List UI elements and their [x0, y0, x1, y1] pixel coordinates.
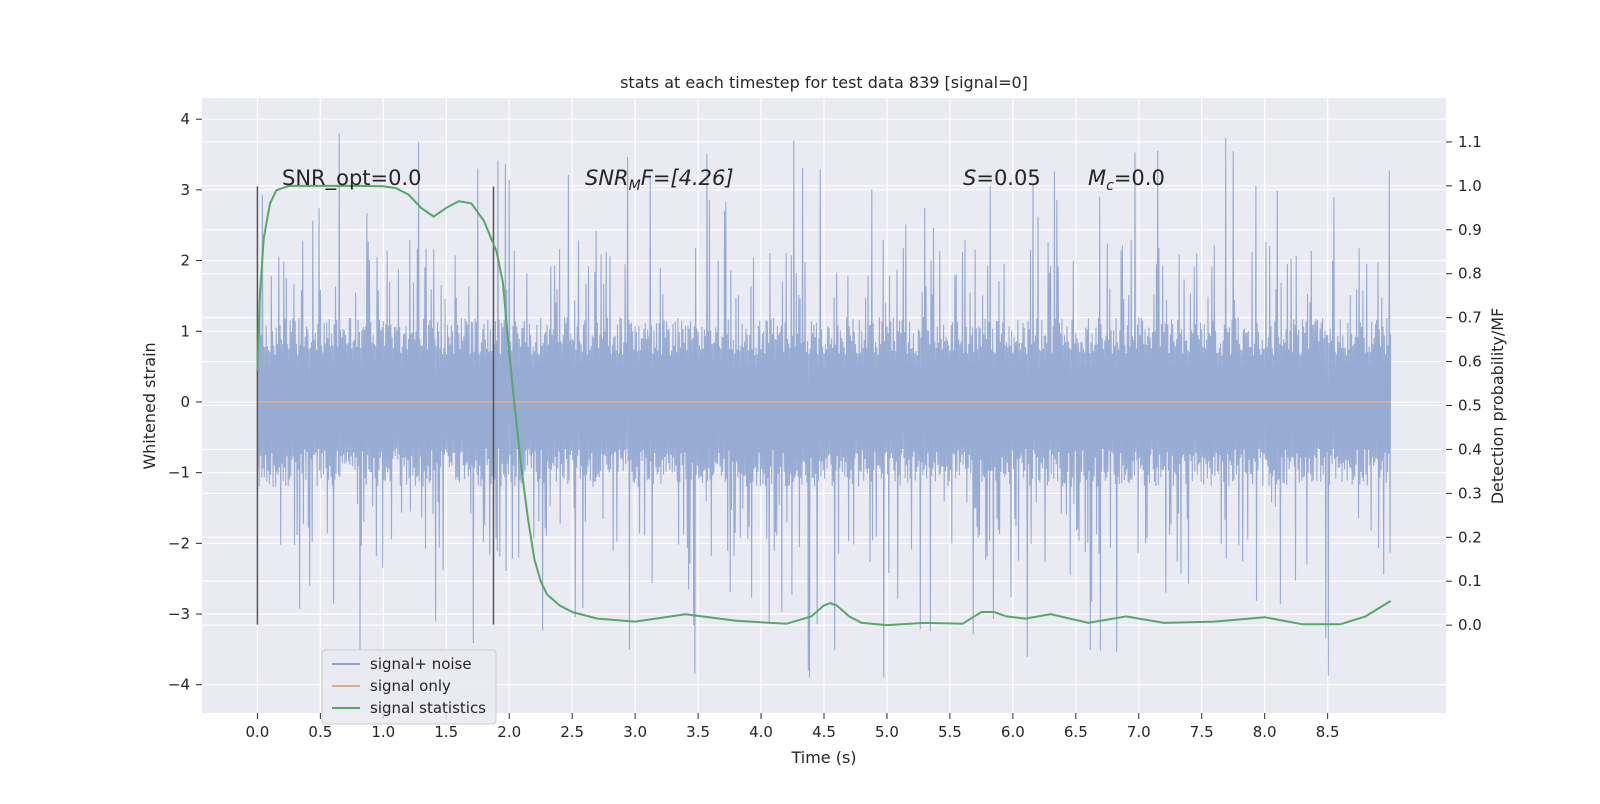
legend: signal+ noise signal only signal statist…	[321, 649, 497, 725]
left-axis-ticks: −4 −3 −2 −1 0 1 2 3 4	[168, 110, 202, 694]
strain-series	[256, 133, 1392, 678]
right-tick-label-0: 0.0	[1458, 616, 1482, 634]
left-tick-label-8: 4	[180, 110, 190, 128]
x-tick-label-6: 3.0	[623, 723, 647, 741]
strain-line	[256, 133, 1392, 678]
chart-title: stats at each timestep for test data 839…	[620, 73, 1028, 92]
x-tick-label-2: 1.0	[371, 723, 395, 741]
annotation-s-rest: =0.05	[976, 166, 1040, 190]
left-tick-label-2: −2	[168, 534, 190, 552]
left-tick-label-6: 2	[180, 252, 190, 270]
annotation-mc-rest: =0.0	[1114, 166, 1165, 190]
legend-label-strain: signal+ noise	[370, 655, 472, 673]
right-tick-label-3: 0.3	[1458, 484, 1482, 502]
right-tick-label-8: 0.8	[1458, 265, 1482, 283]
right-tick-label-11: 1.1	[1458, 133, 1482, 151]
right-tick-label-5: 0.5	[1458, 397, 1482, 415]
x-tick-label-15: 7.5	[1190, 723, 1214, 741]
annotation-snr-mf-sub: M	[629, 178, 641, 194]
x-tick-label-16: 8.0	[1253, 723, 1277, 741]
x-axis-ticks: 0.0 0.5 1.0 1.5 2.0 2.5 3.0 3.5 4.0 4.5 5.0 5.5 6.0 6…	[245, 713, 1340, 741]
y-axis-label: Whitened strain	[140, 342, 159, 469]
annotation-snr-mf: SNRMF=[4.26]	[585, 166, 734, 194]
vertical-markers	[256, 186, 495, 625]
right-tick-label-10: 1.0	[1458, 177, 1482, 195]
annotation-snr-mf-base: SNR	[585, 166, 629, 190]
x-tick-label-13: 6.5	[1064, 723, 1088, 741]
annotation-snr-mf-rest: F=[4.26]	[641, 166, 734, 190]
x-tick-label-7: 3.5	[686, 723, 710, 741]
x-tick-label-10: 5.0	[875, 723, 899, 741]
annotation-mc: Mc=0.0	[1088, 166, 1165, 194]
left-tick-label-1: −3	[168, 605, 190, 623]
x-tick-label-4: 2.0	[497, 723, 521, 741]
left-tick-label-5: 1	[180, 322, 190, 340]
annotation-s: S=0.05	[963, 166, 1041, 190]
left-tick-label-3: −1	[168, 464, 190, 482]
right-tick-label-9: 0.9	[1458, 221, 1482, 239]
right-tick-label-1: 0.1	[1458, 572, 1482, 590]
statistics-series	[256, 184, 1392, 627]
left-tick-label-7: 3	[180, 181, 190, 199]
left-tick-label-0: −4	[168, 676, 190, 694]
x-tick-label-1: 0.5	[308, 723, 332, 741]
annotation-s-italic: S	[963, 166, 976, 190]
x-tick-label-11: 5.5	[938, 723, 962, 741]
statistics-line	[256, 184, 1392, 627]
right-tick-label-7: 0.7	[1458, 309, 1482, 327]
x-tick-label-5: 2.5	[560, 723, 584, 741]
left-tick-label-4: 0	[180, 393, 190, 411]
x-tick-label-0: 0.0	[245, 723, 269, 741]
y-axis-right-label: Detection probability/MF	[1488, 308, 1507, 505]
right-tick-label-4: 0.4	[1458, 440, 1482, 458]
annotations: SNR_opt=0.0 SNRMF=[4.26] S=0.05 Mc=0.0	[282, 166, 1165, 194]
annotation-mc-sub: c	[1106, 178, 1114, 194]
annotation-snr-opt: SNR_opt=0.0	[282, 166, 422, 191]
x-tick-label-17: 8.5	[1316, 723, 1340, 741]
legend-label-signal-only: signal only	[370, 677, 451, 695]
x-tick-label-12: 6.0	[1001, 723, 1025, 741]
legend-box	[321, 649, 497, 725]
legend-label-statistics: signal statistics	[370, 699, 486, 717]
x-tick-label-9: 4.5	[812, 723, 836, 741]
right-tick-label-2: 0.2	[1458, 528, 1482, 546]
right-tick-label-6: 0.6	[1458, 353, 1482, 371]
annotation-mc-italic: M	[1088, 166, 1106, 190]
right-axis-ticks: 0.0 0.1 0.2 0.3 0.4 0.5 0.6 0.7 0.8 0.9 1.0 1.1	[1446, 133, 1482, 634]
x-tick-label-8: 4.0	[749, 723, 773, 741]
x-axis-label: Time (s)	[790, 748, 856, 767]
x-tick-label-3: 1.5	[434, 723, 458, 741]
x-tick-label-14: 7.0	[1127, 723, 1151, 741]
